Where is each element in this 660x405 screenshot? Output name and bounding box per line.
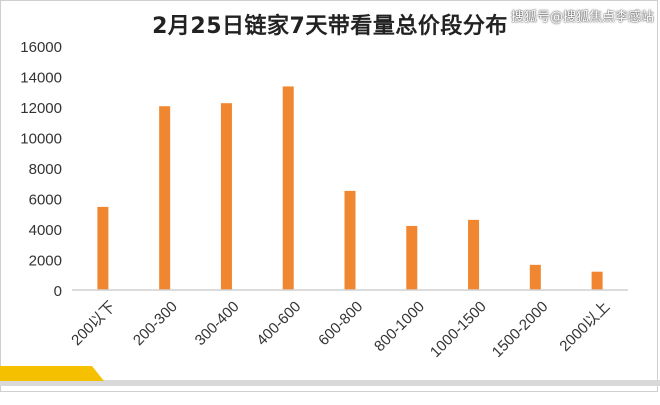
bar-8 bbox=[591, 271, 603, 290]
x-tick-label: 300-400 bbox=[192, 298, 243, 349]
y-tick-label: 8000 bbox=[29, 161, 62, 178]
y-tick-label: 6000 bbox=[29, 192, 62, 209]
y-tick-label: 12000 bbox=[20, 100, 62, 117]
y-tick-label: 14000 bbox=[20, 70, 62, 87]
y-tick-label: 16000 bbox=[20, 39, 62, 56]
x-tick-label: 400-600 bbox=[253, 298, 304, 349]
y-tick-label: 0 bbox=[54, 283, 62, 300]
bar-4 bbox=[344, 190, 356, 290]
y-tick-label: 10000 bbox=[20, 131, 62, 148]
x-tick-label: 1500-2000 bbox=[489, 298, 552, 361]
bar-2 bbox=[220, 103, 232, 290]
x-axis-ticks: 200以下 200-300 300-400 400-600 600-800 800-100… bbox=[68, 298, 613, 361]
chart-frame bbox=[0, 0, 658, 392]
bar-0 bbox=[97, 206, 109, 290]
bars-group bbox=[97, 86, 603, 290]
bar-6 bbox=[468, 219, 480, 290]
chart-title: 2月25日链家7天带看量总价段分布 bbox=[152, 14, 508, 39]
x-tick-label: 200-300 bbox=[130, 298, 181, 349]
bottom-band-gray bbox=[0, 380, 660, 386]
watermark-text: 搜狐号@搜狐焦点李感站 bbox=[510, 10, 654, 25]
bar-3 bbox=[282, 86, 294, 290]
y-tick-label: 4000 bbox=[29, 222, 62, 239]
x-tick-label: 200以下 bbox=[68, 298, 119, 349]
x-tick-label: 800-1000 bbox=[371, 298, 428, 355]
y-tick-label: 2000 bbox=[29, 253, 62, 270]
x-tick-label: 600-800 bbox=[315, 298, 366, 349]
x-tick-label: 1000-1500 bbox=[427, 298, 490, 361]
y-axis-ticks: 0 2000 4000 6000 8000 10000 12000 14000 16000 bbox=[20, 39, 62, 300]
bar-5 bbox=[406, 225, 418, 290]
bar-1 bbox=[159, 106, 171, 290]
x-tick-label: 2000以上 bbox=[556, 298, 613, 355]
bar-7 bbox=[529, 264, 541, 290]
bottom-band-yellow bbox=[0, 366, 104, 381]
